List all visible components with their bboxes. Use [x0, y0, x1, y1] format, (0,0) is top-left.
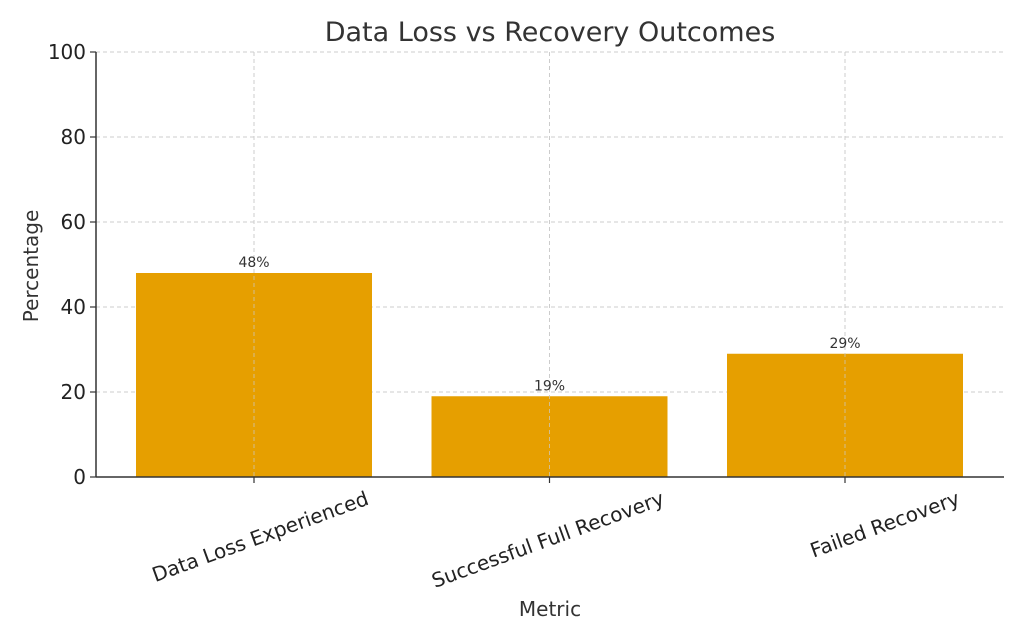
y-axis-label: Percentage: [19, 210, 43, 323]
bar-1: [431, 396, 668, 477]
y-tick-label-4: 80: [61, 125, 86, 149]
chart-title: Data Loss vs Recovery Outcomes: [325, 17, 776, 48]
y-tick-label-2: 40: [61, 295, 86, 319]
y-tick-label-1: 20: [61, 380, 86, 404]
x-ticks: Data Loss Experienced Successful Full Rec…: [149, 477, 963, 593]
x-axis-label: Metric: [519, 597, 581, 621]
data-label-1: 19%: [534, 378, 565, 394]
y-tick-label-5: 100: [48, 40, 86, 64]
x-tick-label-0: Data Loss Experienced: [149, 486, 372, 587]
data-label-0: 48%: [238, 255, 269, 271]
y-tick-label-0: 0: [73, 465, 86, 489]
x-tick-label-2: Failed Recovery: [807, 486, 963, 562]
y-tick-label-3: 60: [61, 210, 86, 234]
data-labels: 48% 19% 29%: [238, 255, 860, 394]
data-label-2: 29%: [829, 336, 860, 352]
y-ticks: 0 20 40 60 80 100: [48, 40, 96, 489]
bars: [136, 52, 963, 477]
x-tick-label-1: Successful Full Recovery: [428, 486, 667, 593]
